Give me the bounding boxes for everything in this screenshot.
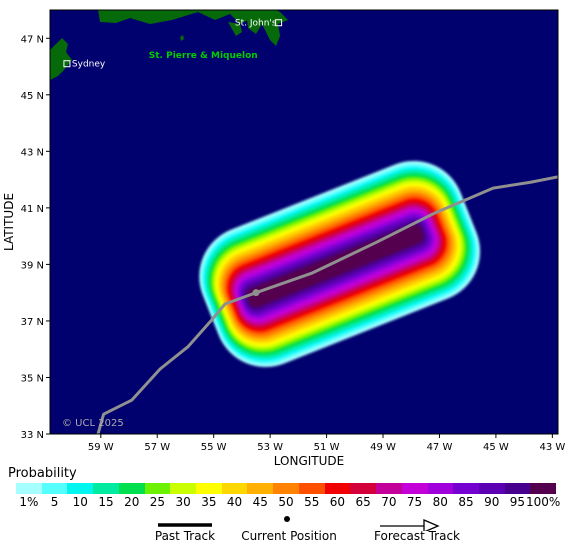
colorbar-label: 90	[484, 495, 500, 509]
colorbar-label: 65	[355, 495, 371, 509]
colorbar-swatch	[144, 483, 171, 494]
city-marker-icon	[275, 19, 283, 27]
colorbar-label: 55	[304, 495, 320, 509]
colorbar-swatch	[504, 483, 531, 494]
lon-tick-label: 47 W	[427, 442, 453, 453]
track-legend-symbols	[158, 516, 440, 531]
colorbar-label: 75	[406, 495, 423, 509]
avalon-peninsula-land	[246, 10, 288, 46]
current-position-symbol	[284, 516, 290, 522]
probability-colorbar	[16, 483, 557, 494]
lat-tick-label: 37 N	[21, 317, 44, 328]
colorbar-label: 15	[98, 495, 114, 509]
place-label: St. Pierre & Miquelon	[149, 51, 258, 61]
colorbar-swatch	[247, 483, 274, 494]
colorbar-label: 60	[329, 495, 346, 509]
past-track-label: Past Track	[154, 529, 216, 543]
lat-tick-label: 45 N	[21, 91, 44, 102]
colorbar-label: 70	[381, 495, 397, 509]
axis-ticks: 59 W 57 W 55 W 53 W 51 W 49 W 47 W 45 W 43 W 47 N…	[21, 34, 566, 453]
colorbar-label: 100%	[525, 495, 561, 509]
lat-tick-label: 43 N	[21, 147, 44, 158]
watermark-text: © UCL 2025	[62, 418, 124, 429]
colorbar-label: 5	[50, 495, 59, 509]
track-legend: Past Track Current Position Forecast Tra…	[0, 515, 580, 551]
burin-peninsula-land	[228, 22, 242, 36]
colorbar-swatch	[221, 483, 248, 494]
colorbar-swatch	[16, 483, 42, 494]
lat-tick-label: 47 N	[21, 34, 44, 45]
lat-tick-label: 39 N	[21, 260, 44, 271]
colorbar-swatch	[401, 483, 428, 494]
latitude-axis-title: LATITUDE	[2, 193, 16, 251]
colorbar-label: 20	[124, 495, 140, 509]
current-position-label: Current Position	[241, 529, 337, 543]
colorbar-label: 10	[72, 495, 88, 509]
forecast-track-arrowhead	[423, 519, 440, 531]
lon-tick-label: 43 W	[539, 442, 565, 453]
colorbar-swatch	[324, 483, 351, 494]
lat-tick-label: 33 N	[21, 430, 44, 441]
colorbar-label: 25	[149, 495, 166, 509]
storm-probability-map: St. John's Sydney St. Pierre & Miquelon © …	[2, 9, 566, 468]
lat-tick-label: 41 N	[21, 204, 44, 215]
colorbar-label: 1%	[19, 495, 39, 509]
probability-colorbar-labels: 1% 5 10 15 20 25 30 35 40 45 50 55 60 65 70 75 80 85 90 95 1…	[0, 495, 580, 509]
storm-track-line	[96, 175, 558, 434]
newfoundland-land	[98, 10, 262, 24]
colorbar-swatch	[478, 483, 505, 494]
legend-title: Probability	[8, 466, 77, 481]
cape-breton-land	[50, 38, 72, 80]
colorbar-swatch	[298, 483, 325, 494]
place-label: St. John's	[235, 19, 277, 29]
colorbar-swatch	[93, 483, 119, 494]
colorbar-swatch	[118, 483, 145, 494]
lon-tick-label: 53 W	[257, 442, 283, 453]
city-marker-icon	[63, 60, 71, 68]
colorbar-label: 95	[509, 495, 526, 509]
colorbar-swatch	[376, 483, 402, 494]
colorbar-swatch	[453, 483, 479, 494]
probability-contour-100	[246, 224, 424, 308]
colorbar-swatch	[530, 483, 557, 494]
lon-tick-label: 45 W	[483, 442, 509, 453]
colorbar-swatch	[41, 483, 68, 494]
island-speck-land	[180, 35, 184, 41]
lon-tick-label: 51 W	[314, 442, 340, 453]
lon-tick-label: 55 W	[201, 442, 227, 453]
colorbar-swatch	[67, 483, 94, 494]
forecast-track-label: Forecast Track	[374, 529, 460, 543]
land-masses	[50, 10, 288, 80]
colorbar-label: 35	[201, 495, 217, 509]
colorbar-label: 45	[252, 495, 268, 509]
lon-tick-label: 49 W	[370, 442, 396, 453]
longitude-axis-title: LONGITUDE	[274, 454, 344, 468]
colorbar-label: 80	[432, 495, 448, 509]
lat-tick-label: 35 N	[21, 373, 44, 384]
place-label: Sydney	[72, 60, 106, 70]
colorbar-label: 85	[458, 495, 474, 509]
colorbar-label: 40	[226, 495, 243, 509]
lon-tick-label: 59 W	[88, 442, 114, 453]
colorbar-swatch	[427, 483, 454, 494]
colorbar-label: 50	[278, 495, 294, 509]
current-position-marker	[252, 289, 260, 297]
place-labels: St. John's Sydney St. Pierre & Miquelon	[63, 19, 283, 70]
colorbar-swatch	[196, 483, 222, 494]
colorbar-swatch	[350, 483, 377, 494]
colorbar-swatch	[273, 483, 299, 494]
colorbar-swatch	[170, 483, 197, 494]
map-frame	[49, 9, 559, 435]
lon-tick-label: 57 W	[144, 442, 170, 453]
colorbar-label: 30	[175, 495, 191, 509]
